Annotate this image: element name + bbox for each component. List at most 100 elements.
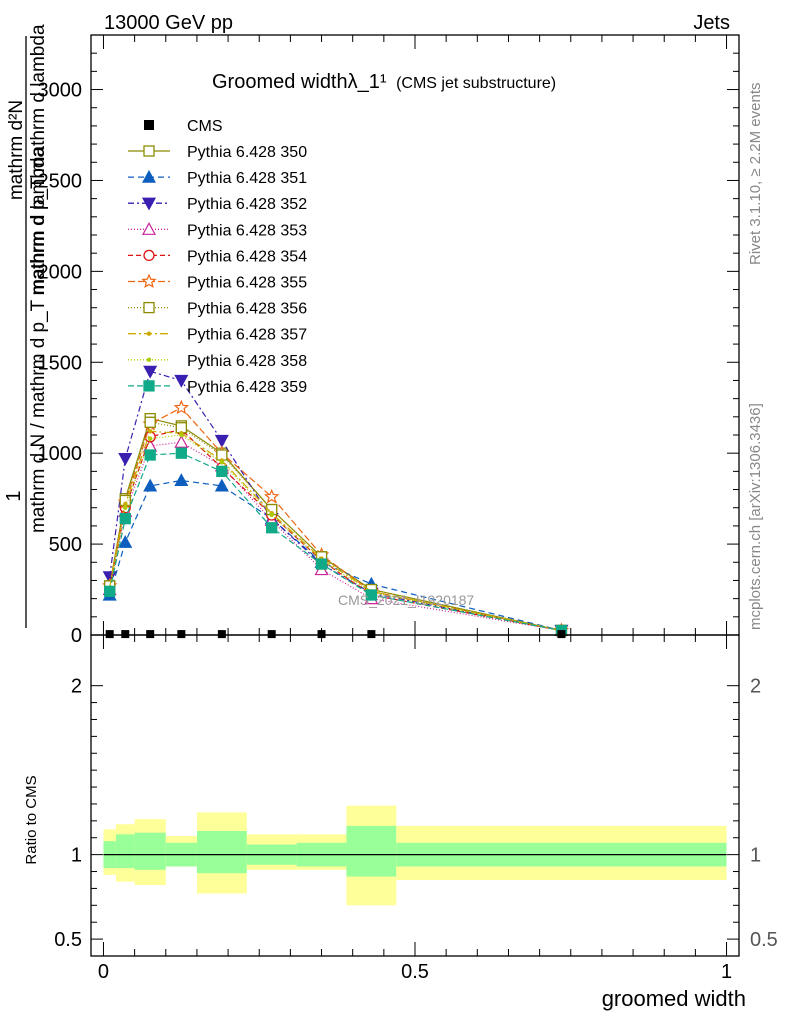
- legend-label: Pythia 6.428 357: [187, 327, 307, 344]
- ratio-y-tick-label: 2: [71, 676, 82, 698]
- ratio-y-tick-label: 1: [71, 845, 82, 867]
- series-point: [174, 473, 189, 487]
- y-tick-label: 1000: [38, 443, 83, 465]
- series-8: [107, 429, 564, 633]
- ratio-y-label: Ratio to CMS: [23, 775, 40, 864]
- series-point: [118, 535, 133, 548]
- series-6: [102, 399, 570, 637]
- ratio-inner-band: [134, 832, 166, 870]
- x-tick-label: 0: [98, 961, 109, 983]
- y-axis-label: 1 mathrm d N / mathrm d p_T mathrm d lam…: [3, 24, 49, 628]
- legend: CMS Pythia 6.428 350 Pythia 6.428 351 Pythi…: [128, 118, 307, 396]
- series-4: [102, 435, 569, 637]
- legend-label: Pythia 6.428 351: [187, 170, 307, 187]
- series-point: [147, 429, 153, 434]
- legend-marker: [141, 273, 157, 289]
- series-3: [102, 365, 569, 638]
- y-tick-label: 0: [71, 625, 82, 647]
- chart-title: Groomed widthλ_1¹ (CMS jet substructure): [212, 71, 556, 93]
- ratio-y-tick-label-right: 0.5: [750, 929, 778, 951]
- cms-data-point: [367, 630, 376, 639]
- y-label-numerator: 1: [3, 490, 25, 501]
- ratio-y-tick-label-right: 2: [750, 676, 761, 698]
- cms-data-point: [105, 630, 114, 639]
- series-point: [266, 522, 278, 534]
- energy-label: 13000 GeV pp: [104, 12, 233, 34]
- series-line: [109, 479, 562, 632]
- series-point: [315, 558, 328, 570]
- mcplots-label: mcplots.cern.ch [arXiv:1306.3436]: [747, 403, 764, 630]
- y-tick-label: 1500: [38, 352, 83, 374]
- legend-marker: [143, 145, 155, 157]
- x-tick-label: 1: [721, 961, 732, 983]
- series-point: [123, 505, 128, 510]
- legend-label: Pythia 6.428 353: [187, 222, 307, 239]
- x-axis-label: groomed width: [602, 986, 746, 1011]
- legend-marker: [143, 380, 155, 392]
- rivet-label: Rivet 3.1.10, ≥ 2.2M events: [747, 83, 764, 266]
- cms-data-point: [557, 630, 566, 639]
- ratio-frame: [90, 634, 740, 957]
- legend-marker: [141, 169, 157, 183]
- watermark: CMS_2021_I1920187: [338, 592, 474, 608]
- series-point: [174, 374, 189, 388]
- series-point: [264, 488, 280, 504]
- ratio-y-tick-label: 0.5: [54, 929, 82, 951]
- ratio-inner-band: [115, 834, 135, 869]
- series-point: [179, 432, 184, 438]
- series-point: [147, 436, 153, 441]
- ratio-plot: 0.5 0.5 1 1 2 2 0 0.5 1: [54, 634, 778, 983]
- series-point: [216, 465, 228, 478]
- legend-marker: [146, 331, 152, 336]
- series-point: [175, 447, 187, 459]
- y-tick-label: 2000: [38, 261, 83, 283]
- series-point: [174, 435, 189, 448]
- process-label: Jets: [693, 12, 730, 34]
- legend-marker-cms: [144, 120, 154, 130]
- series-10: [104, 447, 568, 637]
- series-point: [214, 434, 229, 448]
- x-tick-label: 0.5: [401, 961, 429, 983]
- legend-label: Pythia 6.428 356: [187, 301, 307, 318]
- y-tick-label: 3000: [38, 80, 83, 102]
- legend-label: Pythia 6.428 354: [187, 248, 307, 265]
- series-line: [109, 434, 562, 632]
- series-point: [119, 512, 131, 525]
- legend-label: Pythia 6.428 352: [187, 196, 307, 213]
- cms-data-point: [267, 630, 276, 639]
- series-point: [144, 416, 156, 428]
- series-point: [365, 589, 378, 601]
- series-point: [214, 478, 229, 492]
- series-point: [173, 399, 190, 415]
- legend-marker: [141, 197, 157, 211]
- legend-marker: [146, 357, 152, 362]
- legend-label: Pythia 6.428 359: [187, 379, 307, 396]
- series-point: [219, 460, 225, 465]
- series-line: [109, 430, 562, 632]
- y-label-right-denominator: mathrm d p_T mathrm d lambda: [28, 24, 49, 295]
- y-label-right-numerator: mathrm d²N: [6, 100, 27, 200]
- legend-label: Pythia 6.428 355: [187, 275, 307, 292]
- series-line: [109, 452, 562, 632]
- series-line: [109, 406, 562, 632]
- series-2: [102, 473, 569, 637]
- legend-label-cms: CMS: [187, 118, 223, 135]
- y-tick-label: 500: [49, 534, 82, 556]
- ratio-y-tick-label-right: 1: [750, 845, 761, 867]
- legend-marker: [143, 249, 155, 262]
- series-1: [104, 412, 568, 637]
- legend-marker: [143, 301, 155, 314]
- cms-data-point: [146, 630, 155, 639]
- series-point: [269, 512, 274, 518]
- y-label-denominator: mathrm d N / mathrm d p_T mathrm d lambd…: [28, 147, 49, 534]
- series-7: [104, 416, 568, 637]
- series-point: [144, 449, 156, 461]
- y-tick-label: 2500: [38, 170, 83, 192]
- series-point: [143, 478, 158, 492]
- series-point: [104, 585, 116, 598]
- cms-data-point: [177, 630, 186, 639]
- cms-data-point: [121, 630, 130, 639]
- legend-label: Pythia 6.428 358: [187, 353, 307, 370]
- series-9: [107, 432, 564, 633]
- series-line: [109, 370, 562, 632]
